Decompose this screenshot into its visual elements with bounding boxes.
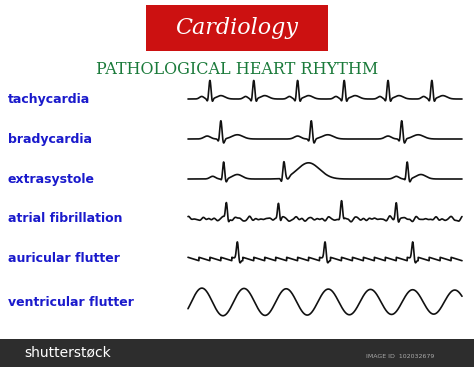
Text: atrial fibrillation: atrial fibrillation [8, 212, 122, 225]
Bar [0, 339, 474, 367]
Text: ventricular flutter: ventricular flutter [8, 295, 134, 309]
Text: shutterstøck: shutterstøck [25, 346, 111, 360]
Text: PATHOLOGICAL HEART RHYTHM: PATHOLOGICAL HEART RHYTHM [96, 61, 378, 77]
Text: Cardiology: Cardiology [175, 17, 299, 39]
Text: bradycardia: bradycardia [8, 132, 92, 145]
Text: auricular flutter: auricular flutter [8, 252, 120, 265]
Text: tachycardia: tachycardia [8, 92, 90, 105]
FancyBboxPatch shape [146, 5, 328, 51]
Text: extrasystole: extrasystole [8, 172, 95, 185]
Text: IMAGE ID  102032679: IMAGE ID 102032679 [366, 355, 434, 360]
